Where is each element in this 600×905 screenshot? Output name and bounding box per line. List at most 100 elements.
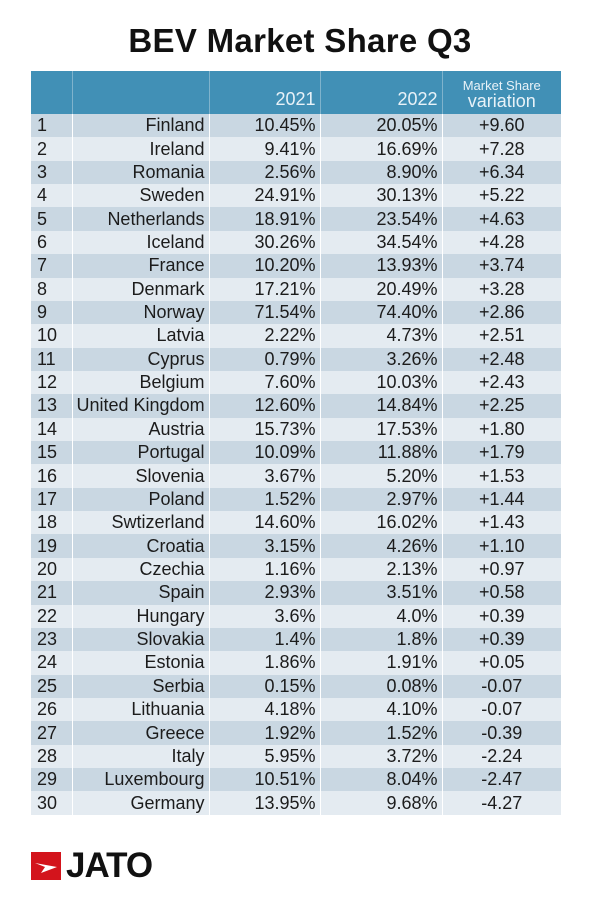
table-row: 11 Cyprus 0.79% 3.26% +2.48 — [31, 347, 561, 371]
variation-cell: -2.24 — [442, 744, 561, 769]
rank-cell: 24 — [31, 651, 73, 675]
country-cell: United Kingdom — [72, 394, 210, 418]
table-row: 7 France 10.20% 13.93% +3.74 — [31, 254, 561, 278]
value-2021-cell: 1.16% — [209, 557, 321, 582]
variation-cell: -0.07 — [442, 674, 561, 698]
variation-cell: -2.47 — [442, 768, 561, 792]
value-2022-cell: 3.51% — [320, 581, 443, 605]
value-2021-cell: 1.86% — [209, 651, 321, 675]
value-2022-cell: 3.72% — [320, 744, 443, 769]
variation-cell: +9.60 — [442, 114, 561, 138]
header-2021: 2021 — [209, 71, 321, 114]
header-variation: Market Share variation — [442, 71, 561, 114]
country-cell: Lithuania — [72, 697, 210, 722]
value-2021-cell: 13.95% — [209, 791, 321, 815]
country-cell: Estonia — [72, 651, 210, 675]
value-2022-cell: 4.26% — [320, 534, 443, 558]
value-2022-cell: 9.68% — [320, 791, 443, 815]
value-2021-cell: 12.60% — [209, 394, 321, 418]
rank-cell: 23 — [31, 627, 73, 652]
value-2021-cell: 17.21% — [209, 277, 321, 301]
value-2021-cell: 2.22% — [209, 324, 321, 348]
rank-cell: 29 — [31, 768, 73, 792]
value-2021-cell: 10.45% — [209, 114, 321, 138]
country-cell: Denmark — [72, 277, 210, 301]
variation-cell: +2.25 — [442, 394, 561, 418]
value-2021-cell: 2.56% — [209, 160, 321, 185]
header-country — [72, 71, 210, 114]
country-cell: Sweden — [72, 184, 210, 208]
rank-cell: 30 — [31, 791, 73, 815]
variation-cell: +1.43 — [442, 511, 561, 535]
jato-logo-icon — [31, 852, 61, 880]
value-2022-cell: 8.04% — [320, 768, 443, 792]
value-2022-cell: 16.02% — [320, 511, 443, 535]
value-2022-cell: 20.49% — [320, 277, 443, 301]
variation-cell: +3.74 — [442, 254, 561, 278]
country-cell: Hungary — [72, 604, 210, 628]
value-2022-cell: 1.8% — [320, 627, 443, 652]
country-cell: Ireland — [72, 137, 210, 161]
value-2022-cell: 11.88% — [320, 441, 443, 465]
value-2022-cell: 10.03% — [320, 370, 443, 395]
value-2021-cell: 9.41% — [209, 137, 321, 161]
value-2021-cell: 3.6% — [209, 604, 321, 628]
rank-cell: 9 — [31, 300, 73, 325]
rank-cell: 26 — [31, 697, 73, 722]
rank-cell: 21 — [31, 581, 73, 605]
table-row: 30 Germany 13.95% 9.68% -4.27 — [31, 791, 561, 815]
country-cell: Iceland — [72, 230, 210, 255]
table-row: 14 Austria 15.73% 17.53% +1.80 — [31, 417, 561, 442]
rank-cell: 13 — [31, 394, 73, 418]
rank-cell: 17 — [31, 487, 73, 512]
country-cell: Slovakia — [72, 627, 210, 652]
table-row: 4 Sweden 24.91% 30.13% +5.22 — [31, 184, 561, 208]
country-cell: Portugal — [72, 441, 210, 465]
header-variation-line1: Market Share — [462, 78, 541, 93]
rank-cell: 28 — [31, 744, 73, 769]
rank-cell: 22 — [31, 604, 73, 628]
variation-cell: +0.05 — [442, 651, 561, 675]
value-2022-cell: 1.52% — [320, 721, 443, 745]
variation-cell: +1.44 — [442, 487, 561, 512]
country-cell: Greece — [72, 721, 210, 745]
table-row: 20 Czechia 1.16% 2.13% +0.97 — [31, 557, 561, 582]
rank-cell: 7 — [31, 254, 73, 278]
country-cell: Germany — [72, 791, 210, 815]
value-2022-cell: 30.13% — [320, 184, 443, 208]
variation-cell: +2.86 — [442, 300, 561, 325]
table-row: 15 Portugal 10.09% 11.88% +1.79 — [31, 441, 561, 465]
value-2021-cell: 71.54% — [209, 300, 321, 325]
value-2022-cell: 0.08% — [320, 674, 443, 698]
rank-cell: 8 — [31, 277, 73, 301]
variation-cell: +0.58 — [442, 581, 561, 605]
rank-cell: 4 — [31, 184, 73, 208]
value-2022-cell: 3.26% — [320, 347, 443, 371]
table-row: 13 United Kingdom 12.60% 14.84% +2.25 — [31, 394, 561, 418]
value-2021-cell: 30.26% — [209, 230, 321, 255]
country-cell: France — [72, 254, 210, 278]
variation-cell: -0.07 — [442, 697, 561, 722]
variation-cell: -0.39 — [442, 721, 561, 745]
variation-cell: +4.28 — [442, 230, 561, 255]
value-2021-cell: 3.67% — [209, 464, 321, 488]
table-row: 6 Iceland 30.26% 34.54% +4.28 — [31, 230, 561, 255]
value-2021-cell: 15.73% — [209, 417, 321, 442]
country-cell: Belgium — [72, 370, 210, 395]
jato-logo-text: JATO — [66, 846, 153, 885]
value-2022-cell: 34.54% — [320, 230, 443, 255]
value-2022-cell: 1.91% — [320, 651, 443, 675]
value-2021-cell: 10.09% — [209, 441, 321, 465]
value-2022-cell: 4.73% — [320, 324, 443, 348]
table-row: 27 Greece 1.92% 1.52% -0.39 — [31, 721, 561, 745]
rank-cell: 11 — [31, 347, 73, 371]
value-2021-cell: 24.91% — [209, 184, 321, 208]
country-cell: Serbia — [72, 674, 210, 698]
value-2022-cell: 23.54% — [320, 207, 443, 231]
variation-cell: +3.28 — [442, 277, 561, 301]
table-row: 22 Hungary 3.6% 4.0% +0.39 — [31, 604, 561, 628]
rank-cell: 27 — [31, 721, 73, 745]
rank-cell: 18 — [31, 511, 73, 535]
country-cell: Croatia — [72, 534, 210, 558]
country-cell: Poland — [72, 487, 210, 512]
